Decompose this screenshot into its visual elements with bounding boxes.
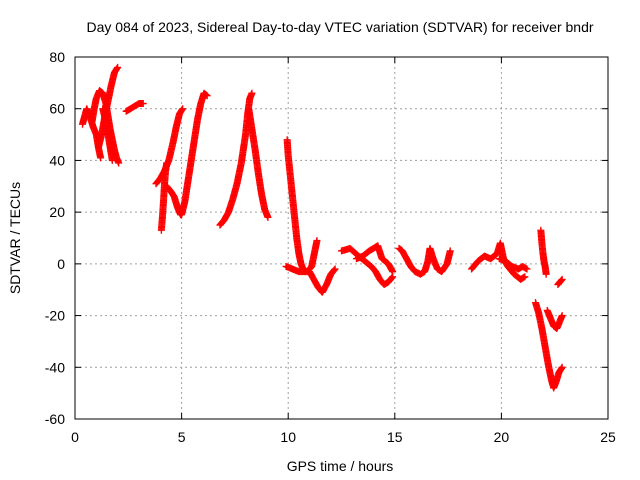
x-tick-label: 5 — [178, 429, 186, 445]
data-point — [248, 89, 256, 97]
data-point — [388, 274, 396, 282]
y-tick-label: -60 — [45, 411, 65, 427]
x-tick-label: 15 — [387, 429, 403, 445]
data-point — [97, 154, 105, 162]
y-tick-label: 0 — [57, 256, 65, 272]
y-tick-label: 80 — [49, 49, 65, 65]
data-point — [139, 100, 147, 108]
y-tick-label: 60 — [49, 101, 65, 117]
x-tick-label: 20 — [494, 429, 510, 445]
data-point — [557, 276, 565, 284]
x-tick-label: 25 — [600, 429, 616, 445]
data-point — [114, 63, 122, 71]
data-point — [313, 237, 321, 245]
data-point — [331, 265, 339, 273]
x-tick-label: 0 — [71, 429, 79, 445]
y-tick-label: 20 — [49, 204, 65, 220]
y-tick-label: -40 — [45, 359, 65, 375]
x-tick-label: 10 — [280, 429, 296, 445]
data-points — [78, 63, 566, 392]
plot-frame — [74, 56, 609, 420]
data-point — [558, 312, 566, 320]
data-point — [558, 363, 566, 371]
data-point — [115, 159, 123, 167]
y-axis-label: SDTVAR / TECUs — [7, 182, 23, 294]
data-point — [163, 159, 171, 167]
data-point — [203, 92, 211, 100]
data-point — [523, 265, 531, 273]
y-tick-label: 40 — [49, 152, 65, 168]
data-point — [542, 270, 550, 278]
x-axis-label: GPS time / hours — [287, 458, 394, 474]
data-point — [446, 247, 454, 255]
data-point — [521, 273, 529, 281]
data-point — [108, 156, 116, 164]
data-point — [558, 275, 566, 283]
chart-title: Day 084 of 2023, Sidereal Day-to-day VTE… — [86, 19, 593, 35]
grid-lines — [75, 57, 608, 419]
data-point — [330, 266, 338, 274]
data-point — [389, 268, 397, 276]
data-point — [264, 213, 272, 221]
y-tick-label: -20 — [45, 308, 65, 324]
data-point — [179, 105, 187, 113]
